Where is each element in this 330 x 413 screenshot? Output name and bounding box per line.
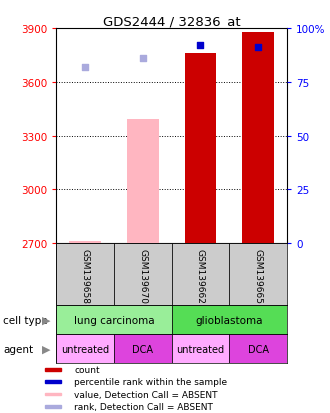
Text: rank, Detection Call = ABSENT: rank, Detection Call = ABSENT [75, 402, 213, 411]
Point [198, 43, 203, 50]
Bar [56, 244, 114, 306]
Bar [56, 306, 172, 335]
Bar [172, 335, 229, 363]
Text: glioblastoma: glioblastoma [196, 315, 263, 325]
Bar [172, 244, 229, 306]
Text: value, Detection Call = ABSENT: value, Detection Call = ABSENT [75, 390, 218, 399]
Bar [184, 54, 216, 244]
Bar [56, 335, 114, 363]
Text: untreated: untreated [177, 344, 224, 354]
Point [82, 64, 88, 71]
Text: untreated: untreated [61, 344, 109, 354]
Bar [242, 33, 274, 244]
Bar [114, 244, 172, 306]
Title: GDS2444 / 32836_at: GDS2444 / 32836_at [103, 15, 241, 28]
Bar [172, 306, 287, 335]
Bar [114, 335, 172, 363]
Text: lung carcinoma: lung carcinoma [74, 315, 154, 325]
Bar [229, 335, 287, 363]
Text: GSM139658: GSM139658 [81, 249, 89, 304]
Bar [46, 393, 61, 396]
Text: GSM139662: GSM139662 [196, 249, 205, 304]
Text: DCA: DCA [248, 344, 269, 354]
Text: ▶: ▶ [42, 315, 50, 325]
Bar [46, 380, 61, 383]
Text: GSM139665: GSM139665 [254, 249, 263, 304]
Bar [127, 120, 159, 244]
Text: cell type: cell type [3, 315, 48, 325]
Bar [69, 242, 101, 244]
Bar [46, 368, 61, 371]
Text: agent: agent [3, 344, 33, 354]
Text: count: count [75, 365, 100, 374]
Point [256, 45, 261, 52]
Text: DCA: DCA [132, 344, 153, 354]
Text: GSM139670: GSM139670 [138, 249, 147, 304]
Bar [46, 405, 61, 408]
Bar [229, 244, 287, 306]
Point [140, 56, 146, 62]
Text: percentile rank within the sample: percentile rank within the sample [75, 377, 228, 386]
Text: ▶: ▶ [42, 344, 50, 354]
